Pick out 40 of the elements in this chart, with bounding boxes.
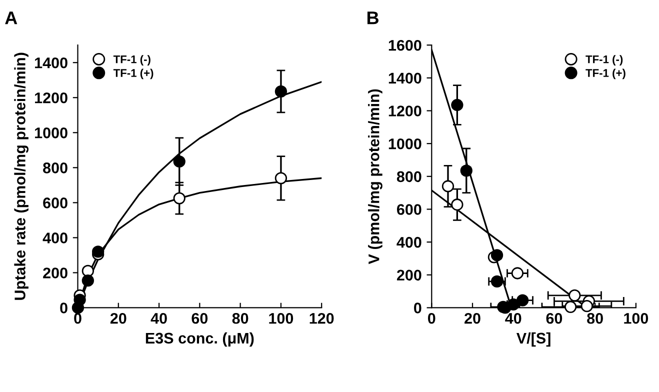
x-tick-label: 20 (110, 312, 126, 324)
y-tick-label: 1000 (35, 127, 68, 138)
y-tick-label: 400 (42, 232, 68, 244)
x-tick-label: 60 (546, 312, 562, 324)
y-axis-title: Uptake rate (pmol/mg protein/min) (14, 52, 28, 300)
x-axis-title: V/[S] (516, 332, 550, 347)
x-tick-label: 0 (74, 312, 82, 324)
legend-label: TF-1 (-) (586, 55, 623, 66)
y-tick-label: 0 (414, 302, 422, 314)
x-tick-label: 80 (232, 312, 248, 324)
x-tick-label: 40 (150, 312, 167, 324)
x-tick-label: 120 (310, 312, 334, 324)
y-axis-title: V (pmol/mg protein/min) (368, 89, 382, 264)
x-tick-label: 60 (192, 312, 208, 324)
y-tick-label: 600 (396, 204, 422, 215)
chart-title: B (367, 12, 378, 24)
y-tick-label: 1200 (35, 92, 68, 104)
x-tick-label: 0 (428, 312, 436, 324)
x-tick-label: 100 (624, 312, 648, 324)
x-axis-title: E3S conc. (μM) (146, 332, 254, 347)
x-tick-label: 100 (269, 312, 294, 324)
legend-label: TF-1 (+) (586, 68, 626, 80)
y-tick-label: 0 (60, 302, 68, 314)
y-tick-label: 200 (43, 268, 68, 278)
y-tick-label: 1400 (35, 57, 68, 68)
y-tick-label: 200 (396, 270, 422, 281)
x-tick-label: 20 (464, 312, 480, 324)
y-tick-label: 800 (396, 171, 422, 182)
legend-label: TF-1 (-) (113, 55, 150, 66)
x-tick-label: 80 (587, 312, 603, 324)
x-tick-label: 40 (505, 312, 522, 324)
y-tick-label: 800 (43, 162, 68, 174)
y-tick-label: 1000 (388, 138, 422, 150)
y-tick-label: 1400 (388, 72, 422, 84)
y-tick-label: 1600 (388, 40, 422, 51)
legend-label: TF-1 (+) (113, 68, 154, 80)
chart-title: A (5, 12, 18, 24)
y-tick-label: 400 (396, 236, 422, 248)
y-tick-label: 600 (43, 198, 68, 208)
y-tick-label: 1200 (388, 106, 422, 116)
